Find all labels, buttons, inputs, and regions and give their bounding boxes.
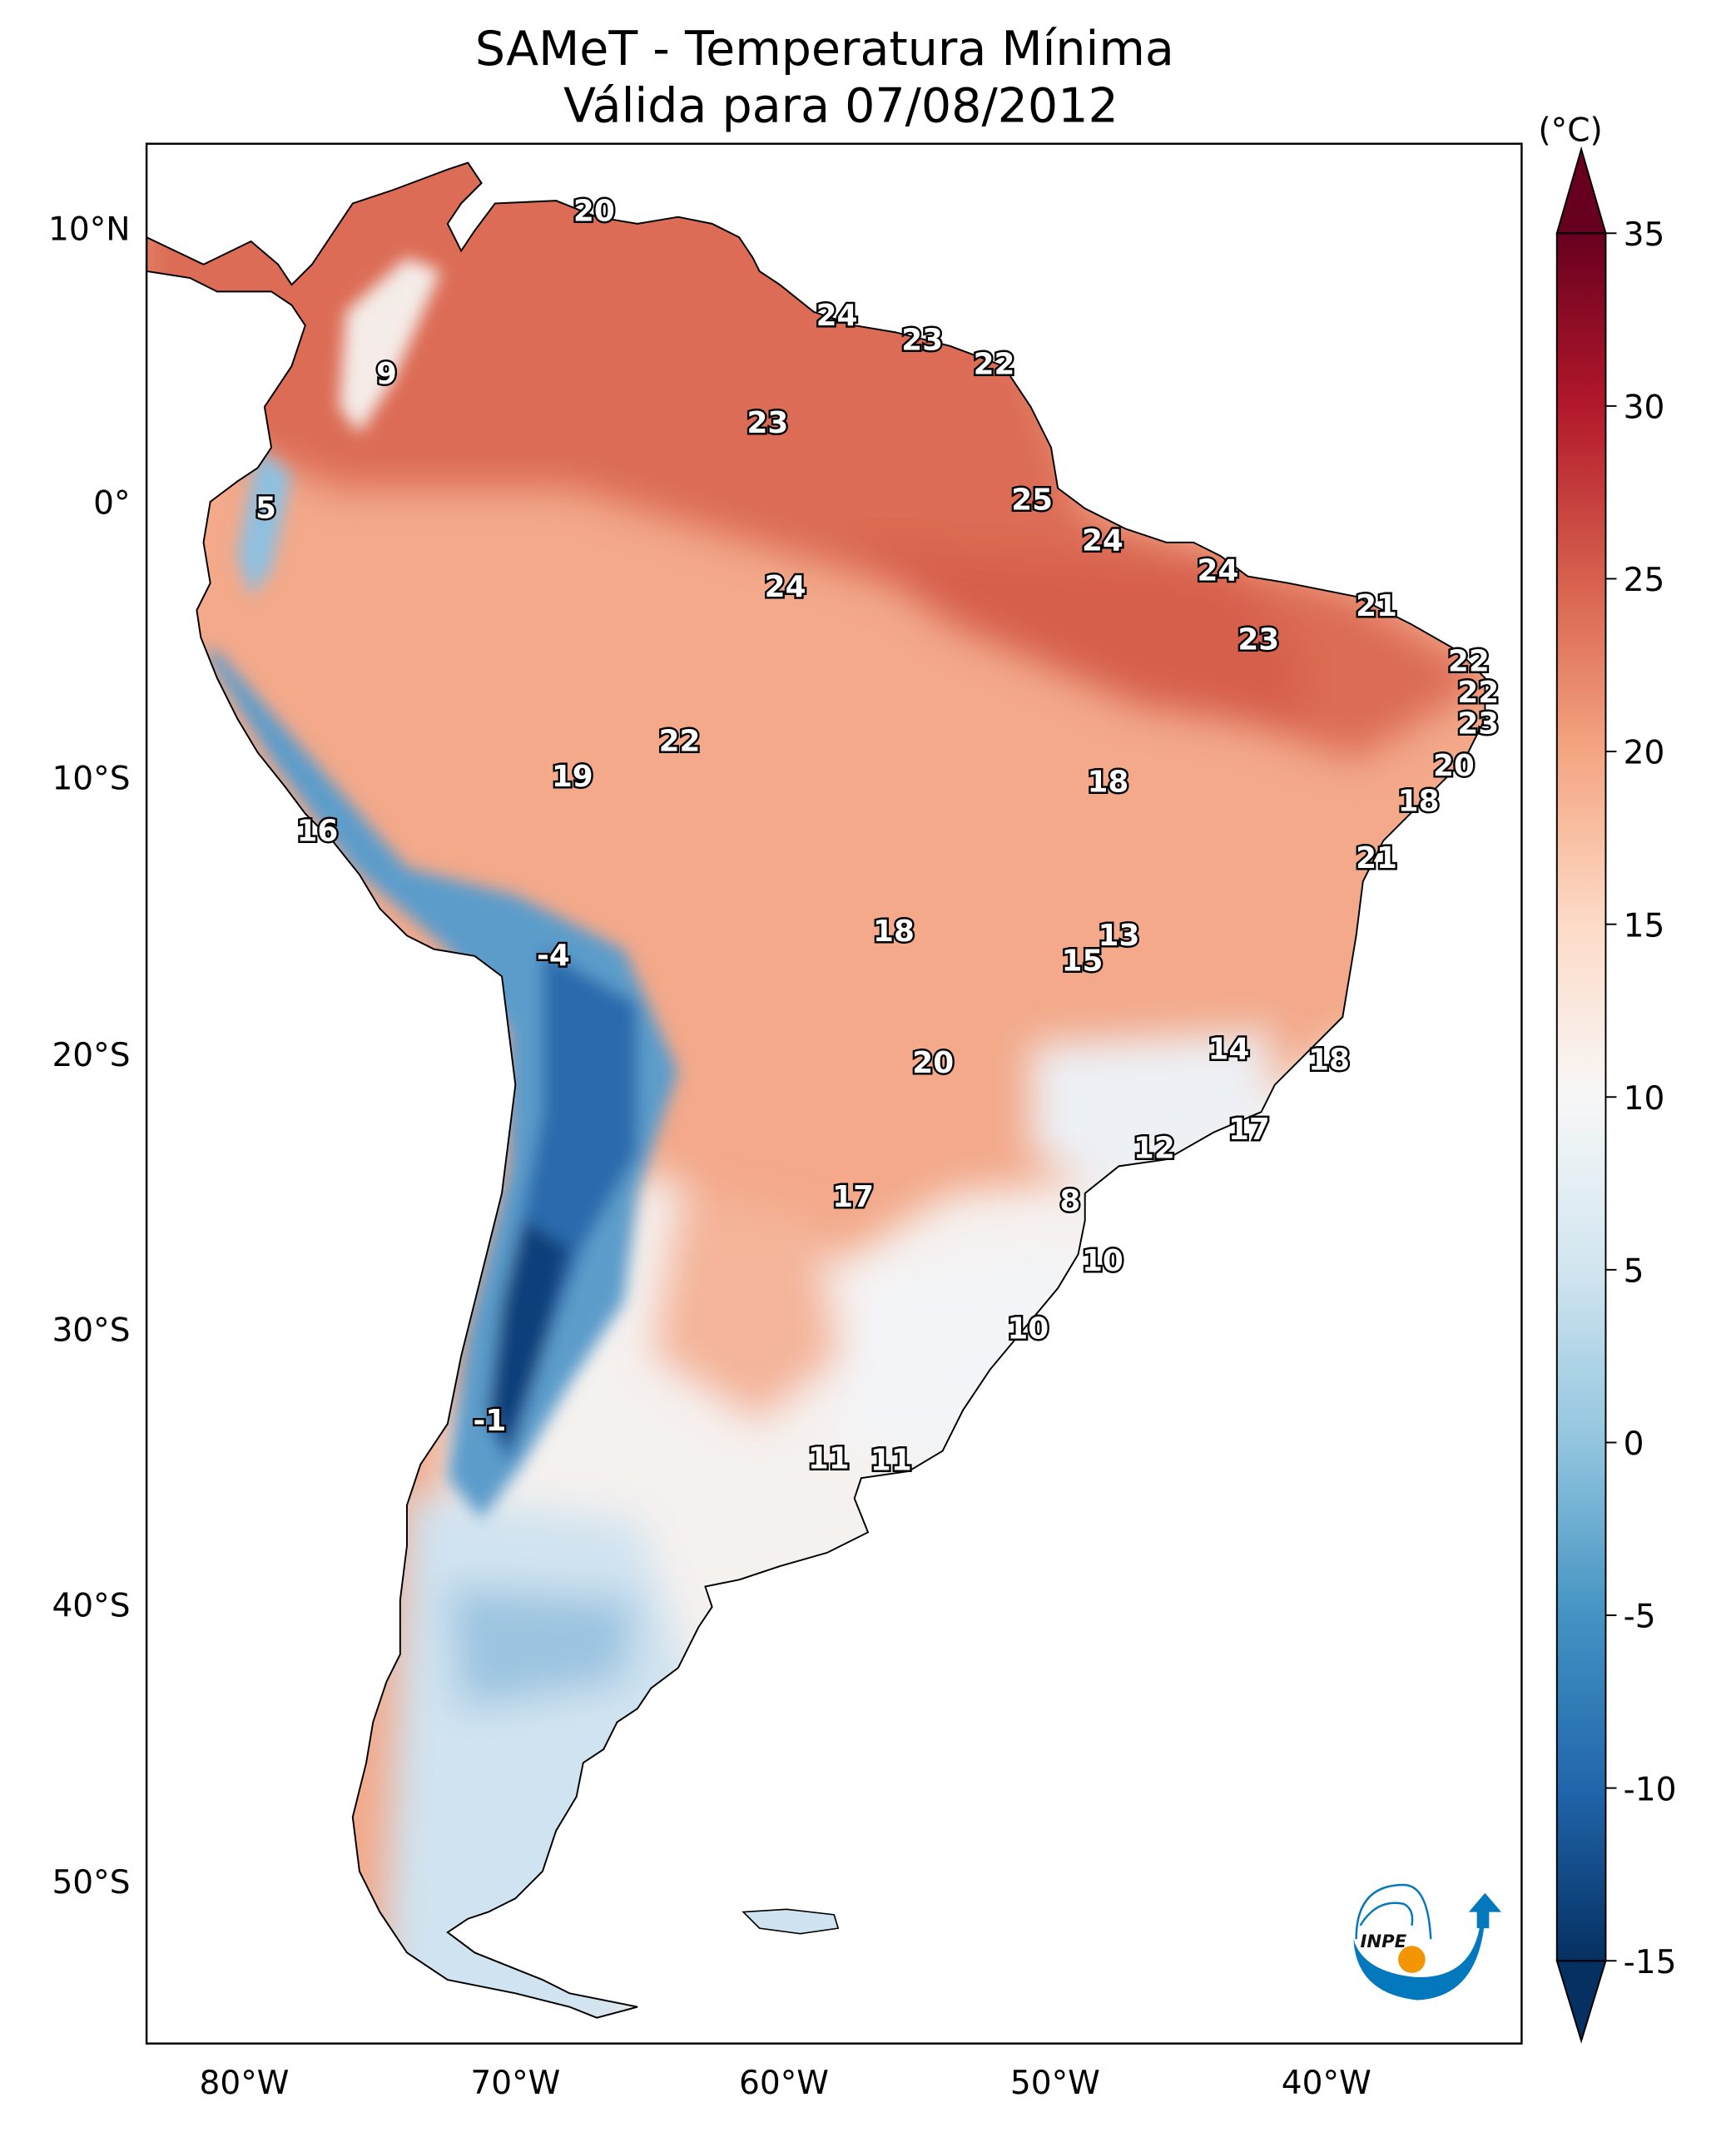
temperature-label: 22 xyxy=(974,348,1015,382)
temperature-label: 17 xyxy=(1228,1113,1270,1147)
temperature-label: 11 xyxy=(808,1442,850,1476)
temperature-label: 10 xyxy=(1082,1244,1123,1278)
temperature-label: 12 xyxy=(1133,1132,1175,1166)
map-title: SAMeT - Temperatura Mínima xyxy=(475,22,1174,77)
logo-text: INPE xyxy=(1361,1931,1407,1951)
temperature-label: 22 xyxy=(1457,676,1499,710)
lat-tick: 0° xyxy=(93,485,130,523)
colorbar: (°C) 35 30 25 20 15 10 5 0 -5 -10 -15 xyxy=(1538,112,1677,2044)
temperature-label: 18 xyxy=(873,915,915,949)
temperature-label: 20 xyxy=(912,1046,954,1080)
temperature-label: 23 xyxy=(746,406,788,440)
colorbar-tick-label: -10 xyxy=(1624,1771,1677,1808)
colorbar-tick-label: -5 xyxy=(1624,1599,1656,1636)
temperature-label: 24 xyxy=(1197,553,1238,588)
lon-tick: 70°W xyxy=(470,2065,560,2102)
temperature-label: 10 xyxy=(1007,1312,1049,1346)
lat-axis: 10°N 0° 10°S 20°S 30°S 40°S 50°S xyxy=(48,211,131,1901)
temperature-label: 24 xyxy=(1082,524,1123,558)
temperature-label: 16 xyxy=(296,814,338,848)
temperature-label: 9 xyxy=(376,357,397,391)
temperature-label: 22 xyxy=(1448,645,1490,679)
lat-tick: 30°S xyxy=(52,1312,130,1350)
temperature-label: 23 xyxy=(901,323,943,357)
lat-tick: 10°N xyxy=(48,211,131,248)
colorbar-tick-label: 20 xyxy=(1624,735,1665,772)
colorbar-tick-label: 5 xyxy=(1624,1253,1644,1291)
temperature-label: 21 xyxy=(1356,589,1397,623)
lat-tick: 20°S xyxy=(52,1037,130,1074)
temperature-label: 21 xyxy=(1356,841,1397,875)
lon-tick: 60°W xyxy=(739,2065,829,2102)
temperature-label: 11 xyxy=(870,1443,912,1477)
colorbar-tick-label: 0 xyxy=(1624,1426,1644,1463)
colorbar-tick-label: 10 xyxy=(1624,1080,1665,1118)
temperature-label: 24 xyxy=(765,570,806,604)
temperature-label: 5 xyxy=(255,491,276,525)
temperature-label: 22 xyxy=(659,725,701,759)
lat-tick: 50°S xyxy=(52,1864,130,1902)
temperature-label: 24 xyxy=(816,299,858,333)
colorbar-min-extension xyxy=(1555,1960,1607,2044)
lat-tick: 10°S xyxy=(52,760,130,797)
inpe-logo: INPE xyxy=(1353,1883,1501,2001)
colorbar-tick-label: 30 xyxy=(1624,389,1665,427)
temperature-label: 23 xyxy=(1457,707,1499,741)
lon-tick: 80°W xyxy=(199,2065,289,2102)
temperature-label: 17 xyxy=(832,1180,874,1214)
colorbar-tick-label: -15 xyxy=(1624,1944,1677,1981)
map-subtitle: Válida para 07/08/2012 xyxy=(563,79,1118,134)
colorbar-max-extension xyxy=(1555,146,1607,235)
temperature-label: 23 xyxy=(1238,623,1279,657)
colorbar-scale xyxy=(1555,232,1607,1962)
colorbar-tick-label: 15 xyxy=(1624,907,1665,945)
lat-tick: 40°S xyxy=(52,1587,130,1624)
lon-axis: 80°W 70°W 60°W 50°W 40°W xyxy=(199,2065,1371,2102)
temperature-label: 15 xyxy=(1062,945,1104,979)
temperature-label: -4 xyxy=(537,939,570,973)
colorbar-tick-label: 25 xyxy=(1624,562,1665,599)
temperature-label: -1 xyxy=(473,1404,506,1438)
temperature-label: 14 xyxy=(1208,1033,1250,1067)
temperature-label: 20 xyxy=(573,195,615,229)
temperature-label: 18 xyxy=(1087,766,1128,800)
map-frame xyxy=(145,142,1523,2045)
colorbar-unit: (°C) xyxy=(1538,112,1602,149)
temperature-label: 13 xyxy=(1099,919,1140,953)
temperature-label: 19 xyxy=(552,760,593,794)
temperature-label: 8 xyxy=(1059,1184,1080,1218)
lon-tick: 50°W xyxy=(1010,2065,1100,2102)
temperature-label: 18 xyxy=(1398,784,1440,818)
colorbar-tick-label: 35 xyxy=(1624,216,1665,254)
lon-tick: 40°W xyxy=(1282,2065,1371,2102)
temperature-label: 18 xyxy=(1308,1044,1350,1078)
temperature-label: 25 xyxy=(1011,483,1053,518)
temperature-label: 20 xyxy=(1433,749,1475,783)
